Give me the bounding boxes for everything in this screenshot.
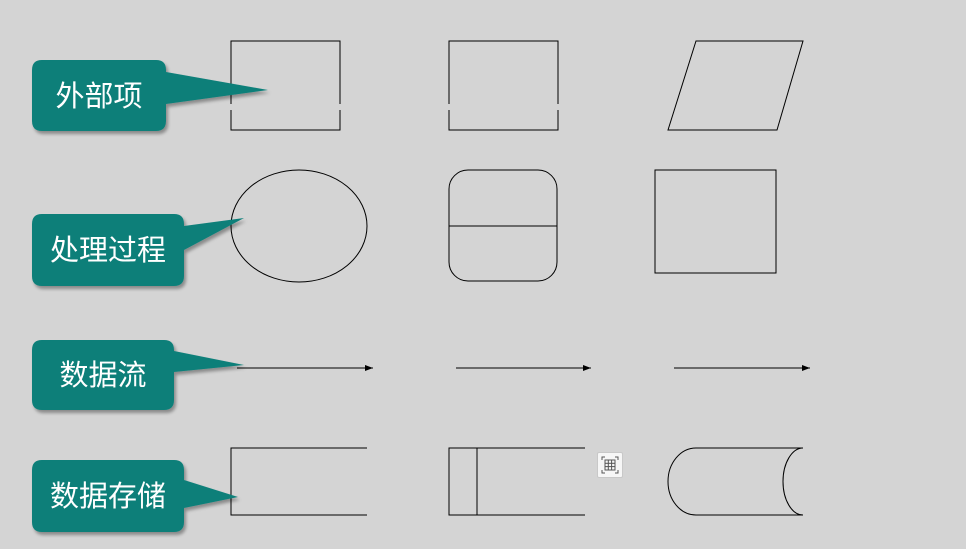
- callout-external-text: 外部项: [55, 79, 142, 113]
- callout-dataflow: [32, 340, 244, 410]
- callout-external-shape: [32, 60, 268, 131]
- window-left-edge: [0, 0, 8, 549]
- callout-external: [32, 60, 268, 131]
- window-right-edge: [958, 0, 966, 549]
- row-process-symbols: [230, 169, 777, 283]
- callout-datastore-text: 数据存储: [50, 479, 166, 513]
- process-square: [654, 169, 777, 274]
- datastore-cylinder: [667, 447, 804, 516]
- callout-dataflow-text: 数据流: [59, 358, 146, 392]
- table-grid-icon: [601, 456, 619, 474]
- datastore-open-rect: [230, 447, 367, 516]
- external-rect-open-sides: [230, 40, 341, 131]
- callout-datastore-shape: [32, 460, 238, 532]
- callout-process: [32, 214, 244, 286]
- datastore-open-rect-divided: [448, 447, 585, 516]
- process-ellipse: [230, 169, 368, 283]
- table-insert-button[interactable]: [597, 452, 623, 478]
- external-rect-open-sides-2: [448, 40, 559, 131]
- callout-datastore: [32, 460, 238, 532]
- callout-process-text: 处理过程: [50, 233, 166, 267]
- row-datastore-symbols: [230, 447, 804, 516]
- row-external-symbols: [230, 40, 804, 131]
- external-parallelogram: [667, 40, 804, 131]
- callout-process-shape: [32, 214, 244, 286]
- callout-dataflow-shape: [32, 340, 244, 410]
